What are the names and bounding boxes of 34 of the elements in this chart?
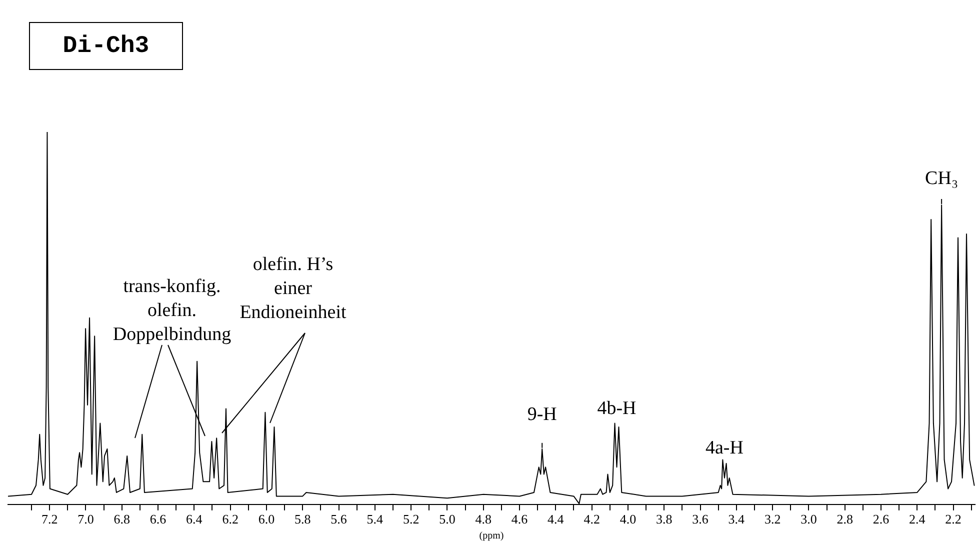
- x-tick-label: 2.2: [945, 512, 962, 527]
- x-tick-label: 5.8: [294, 512, 311, 527]
- x-tick-label: 5.2: [402, 512, 420, 527]
- annotation: 9-H: [527, 404, 558, 425]
- x-tick-label: 6.2: [222, 512, 238, 527]
- x-tick-label: 6.6: [150, 512, 167, 527]
- chart-title: Di-Ch3: [29, 22, 183, 70]
- x-tick-label: 2.4: [909, 512, 926, 527]
- x-tick-label: 3.6: [692, 512, 709, 527]
- x-tick-label: 6.4: [186, 512, 203, 527]
- x-tick-label: 5.0: [439, 512, 456, 527]
- x-axis-title: (ppm): [479, 530, 504, 542]
- x-tick-label: 3.8: [656, 512, 672, 527]
- x-tick-label: 4.2: [584, 512, 600, 527]
- x-tick-label: 4.6: [511, 512, 528, 527]
- x-tick-label: 7.0: [78, 512, 94, 527]
- annotation: 4b-H: [597, 398, 637, 420]
- x-tick-label: 3.2: [764, 512, 781, 527]
- annotation: 4a-H: [705, 438, 744, 459]
- x-tick-label: 4.8: [475, 512, 492, 527]
- x-tick-label: 2.6: [872, 512, 890, 527]
- annotation: olefin. H’s einer Endioneinheit: [240, 254, 348, 323]
- x-tick-label: 3.0: [800, 512, 817, 527]
- x-tick-label: 6.8: [114, 512, 130, 527]
- annotation: CH₃: [925, 168, 958, 189]
- annotation: trans-konfig. olefin. Doppelbindung: [112, 276, 232, 345]
- x-tick-label: 5.4: [366, 512, 384, 527]
- x-tick-label: 2.8: [836, 512, 853, 527]
- x-tick-label: 4.4: [548, 512, 564, 527]
- x-tick-label: 5.6: [330, 512, 348, 527]
- x-tick-label: 3.4: [728, 512, 746, 527]
- x-tick-label: 6.0: [258, 512, 275, 527]
- x-tick-label: 4.0: [620, 512, 636, 527]
- x-tick-label: 7.2: [41, 512, 58, 527]
